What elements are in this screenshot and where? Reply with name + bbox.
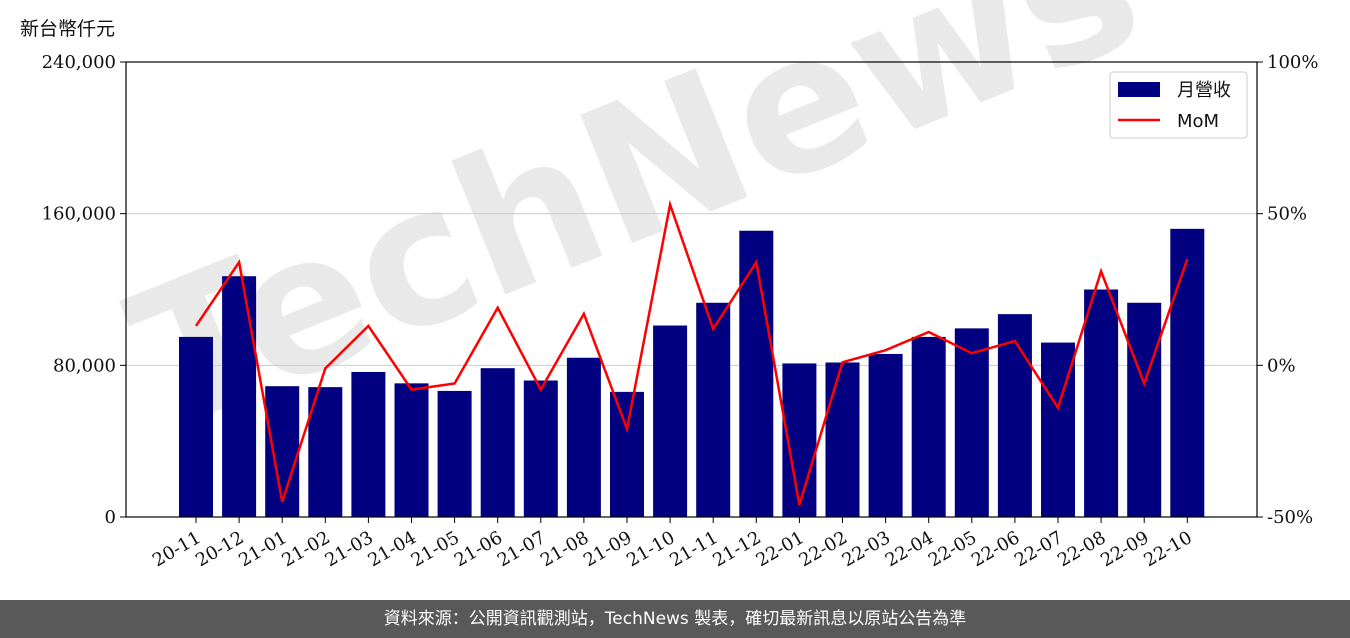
- mom-line: [194, 199, 1189, 506]
- x-tick-label: 22-03: [839, 527, 894, 571]
- revenue-bar: [868, 353, 903, 517]
- x-tick-label: 21-07: [494, 527, 549, 571]
- x-tick-label: 21-04: [365, 527, 420, 571]
- revenue-bar: [394, 383, 429, 517]
- x-tick-label: 22-04: [882, 527, 937, 571]
- x-tick-label: 22-01: [752, 527, 807, 571]
- revenue-bar: [1127, 302, 1162, 517]
- x-tick-label: 22-05: [925, 527, 980, 571]
- revenue-bar: [696, 302, 731, 517]
- x-tick-label: 21-08: [537, 527, 592, 571]
- y-right-tick-label: 50%: [1267, 204, 1307, 225]
- revenue-bar: [997, 314, 1032, 517]
- plot-frame: [125, 61, 1258, 518]
- revenue-bar: [566, 357, 601, 517]
- x-tick-label: 21-05: [408, 527, 463, 571]
- x-tick-label: 21-06: [451, 527, 506, 571]
- x-tick-label: 20-12: [192, 527, 247, 571]
- revenue-bar: [739, 230, 774, 517]
- revenue-bar: [523, 380, 558, 517]
- revenue-bar: [610, 391, 644, 517]
- x-tick-label: 21-09: [580, 527, 635, 571]
- legend: 月營收 MoM: [1109, 71, 1248, 139]
- revenue-chart: TechNews 080,000160,000240,000-50%0%50%1…: [42, 0, 1319, 571]
- x-tick-label: 22-07: [1011, 527, 1066, 571]
- y-left-tick-label: 80,000: [53, 355, 116, 376]
- x-tick-label: 22-02: [796, 527, 851, 571]
- revenue-bar: [179, 336, 213, 517]
- x-tick-label: 22-06: [968, 527, 1023, 571]
- x-tick-label: 21-02: [278, 527, 333, 571]
- revenue-bar: [308, 387, 343, 517]
- y-left-tick-label: 240,000: [42, 52, 116, 73]
- revenue-bar: [954, 328, 989, 517]
- x-tick-label: 22-08: [1054, 527, 1109, 571]
- revenue-bar: [825, 362, 860, 517]
- y-left-tick-label: 160,000: [42, 204, 116, 225]
- revenue-bar: [437, 390, 472, 517]
- x-tick-label: 20-11: [149, 527, 204, 571]
- y-left-tick-label: 0: [105, 507, 116, 528]
- x-tick-label: 22-10: [1140, 527, 1195, 571]
- revenue-bar: [653, 325, 688, 517]
- x-tick-label: 21-01: [235, 527, 290, 571]
- x-tick-label: 22-09: [1097, 527, 1152, 571]
- revenue-bar: [1084, 289, 1119, 517]
- bar-series: [179, 228, 1205, 518]
- y-axis-unit-label: 新台幣仟元: [20, 18, 116, 40]
- revenue-bar: [222, 276, 257, 517]
- revenue-bar: [480, 368, 515, 517]
- x-tick-label: 21-11: [666, 527, 721, 571]
- revenue-bar: [351, 371, 386, 517]
- legend-swatch-revenue: [1118, 82, 1160, 97]
- legend-label-revenue: 月營收: [1177, 80, 1231, 101]
- y-right-tick-label: 100%: [1267, 52, 1318, 73]
- revenue-bar: [1170, 228, 1205, 518]
- revenue-bar: [911, 336, 946, 517]
- legend-label-mom: MoM: [1177, 111, 1219, 132]
- source-footer: 資料來源：公開資訊觀測站，TechNews 製表，確切最新訊息以原站公告為準: [0, 600, 1350, 638]
- x-tick-label: 21-12: [709, 527, 764, 571]
- x-tick-label: 21-03: [321, 527, 376, 571]
- y-right-tick-label: -50%: [1267, 507, 1313, 528]
- y-right-tick-label: 0%: [1267, 355, 1296, 376]
- x-tick-label: 21-10: [623, 527, 678, 571]
